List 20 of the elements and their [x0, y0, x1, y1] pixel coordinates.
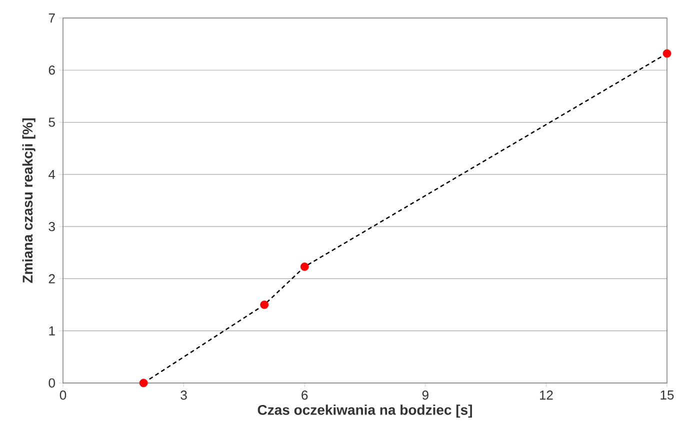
- y-tick-label: 4: [48, 170, 56, 179]
- y-tick-label: 5: [48, 118, 55, 127]
- point: [139, 378, 148, 388]
- x-tick-label: 9: [422, 390, 428, 400]
- x-tick-label: 6: [302, 390, 308, 400]
- x-tick-label: 15: [660, 390, 674, 400]
- point: [300, 262, 309, 271]
- y-tick-label: 2: [48, 274, 55, 284]
- y-tick-label: 1: [49, 326, 55, 336]
- point: [662, 49, 672, 58]
- x-tick-label: 12: [540, 390, 553, 400]
- point: [260, 300, 269, 309]
- y-tick-label: 7: [48, 14, 55, 22]
- y-axis-title: Zmiana czasu reakcji [%]: [22, 118, 36, 283]
- y-tick-label: 3: [48, 222, 55, 232]
- x-axis-title: Czas oczekiwania na bodziec [s]: [258, 404, 472, 418]
- y-tick-label: 6: [48, 66, 55, 75]
- x-tick-label: 0: [60, 390, 66, 400]
- x-tick-label: 3: [180, 390, 187, 400]
- y-tick-label: 0: [48, 378, 55, 388]
